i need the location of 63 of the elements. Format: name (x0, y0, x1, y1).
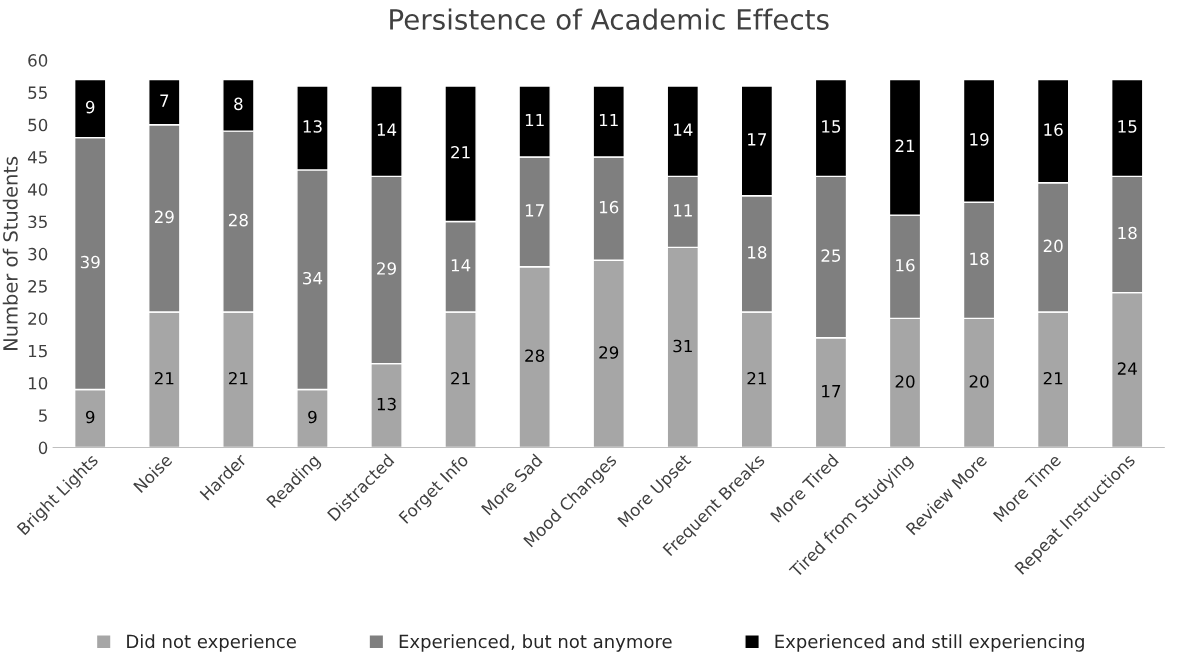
legend-label: Experienced and still experiencing (775, 634, 1084, 652)
data-label: 11 (674, 204, 692, 217)
data-label: 28 (525, 349, 545, 362)
data-label: 16 (599, 200, 619, 214)
y-tick-label: 35 (28, 215, 47, 229)
data-label: 9 (308, 410, 317, 424)
data-label: 16 (896, 258, 915, 272)
data-label: 21 (895, 139, 915, 152)
data-label: 14 (377, 123, 397, 136)
legend-label: Experienced, but not anymore (399, 634, 672, 652)
data-label: 13 (303, 120, 322, 133)
y-tick-label: 0 (38, 441, 48, 455)
data-label: 17 (525, 204, 544, 217)
data-label: 21 (747, 371, 766, 385)
data-label: 29 (377, 262, 396, 275)
data-label: 7 (160, 94, 169, 107)
data-label: 15 (822, 120, 841, 133)
data-label: 39 (80, 255, 100, 269)
y-tick-label: 60 (28, 54, 48, 67)
y-tick-label: 10 (28, 376, 48, 390)
data-label: 21 (1043, 371, 1063, 385)
data-label: 21 (451, 371, 470, 385)
y-tick-label: 5 (39, 409, 47, 422)
data-label: 14 (451, 259, 471, 272)
data-label: 9 (85, 410, 95, 424)
y-tick-label: 30 (28, 247, 48, 261)
data-label: 13 (377, 397, 396, 411)
y-tick-label: 20 (28, 312, 48, 325)
data-label: 25 (821, 249, 841, 262)
data-label: 21 (154, 371, 174, 385)
y-tick-label: 50 (28, 118, 48, 132)
chart-title: Persistence of Academic Effects (390, 8, 829, 30)
y-axis-title: Number of Students (2, 156, 18, 350)
y-tick-label: 25 (28, 280, 47, 293)
data-label: 18 (970, 252, 989, 266)
data-label: 11 (525, 113, 544, 127)
data-label: 19 (970, 133, 989, 146)
data-label: 9 (85, 100, 95, 114)
data-label: 29 (154, 210, 174, 224)
data-label: 16 (1044, 123, 1063, 136)
data-label: 20 (969, 375, 989, 388)
y-tick-label: 45 (27, 151, 47, 164)
data-label: 29 (599, 346, 619, 359)
data-label: 24 (1117, 362, 1137, 375)
y-tick-label: 15 (28, 344, 47, 358)
y-tick-label: 55 (28, 86, 47, 99)
data-label: 28 (228, 213, 248, 227)
data-label: 15 (1118, 120, 1137, 133)
data-label: 17 (748, 133, 767, 146)
data-label: 34 (303, 271, 323, 285)
data-label: 8 (234, 97, 243, 111)
legend-label: Did not experience (127, 634, 296, 652)
data-label: 20 (895, 375, 915, 388)
y-tick-label: 40 (27, 183, 48, 196)
data-label: 21 (451, 145, 470, 159)
data-label: 18 (748, 246, 767, 259)
data-label: 20 (1043, 239, 1063, 253)
data-label: 21 (228, 371, 248, 385)
data-label: 18 (1118, 226, 1137, 240)
data-label: 17 (822, 385, 841, 398)
data-label: 31 (673, 339, 692, 353)
data-label: 14 (674, 123, 693, 136)
data-label: 11 (599, 113, 618, 127)
